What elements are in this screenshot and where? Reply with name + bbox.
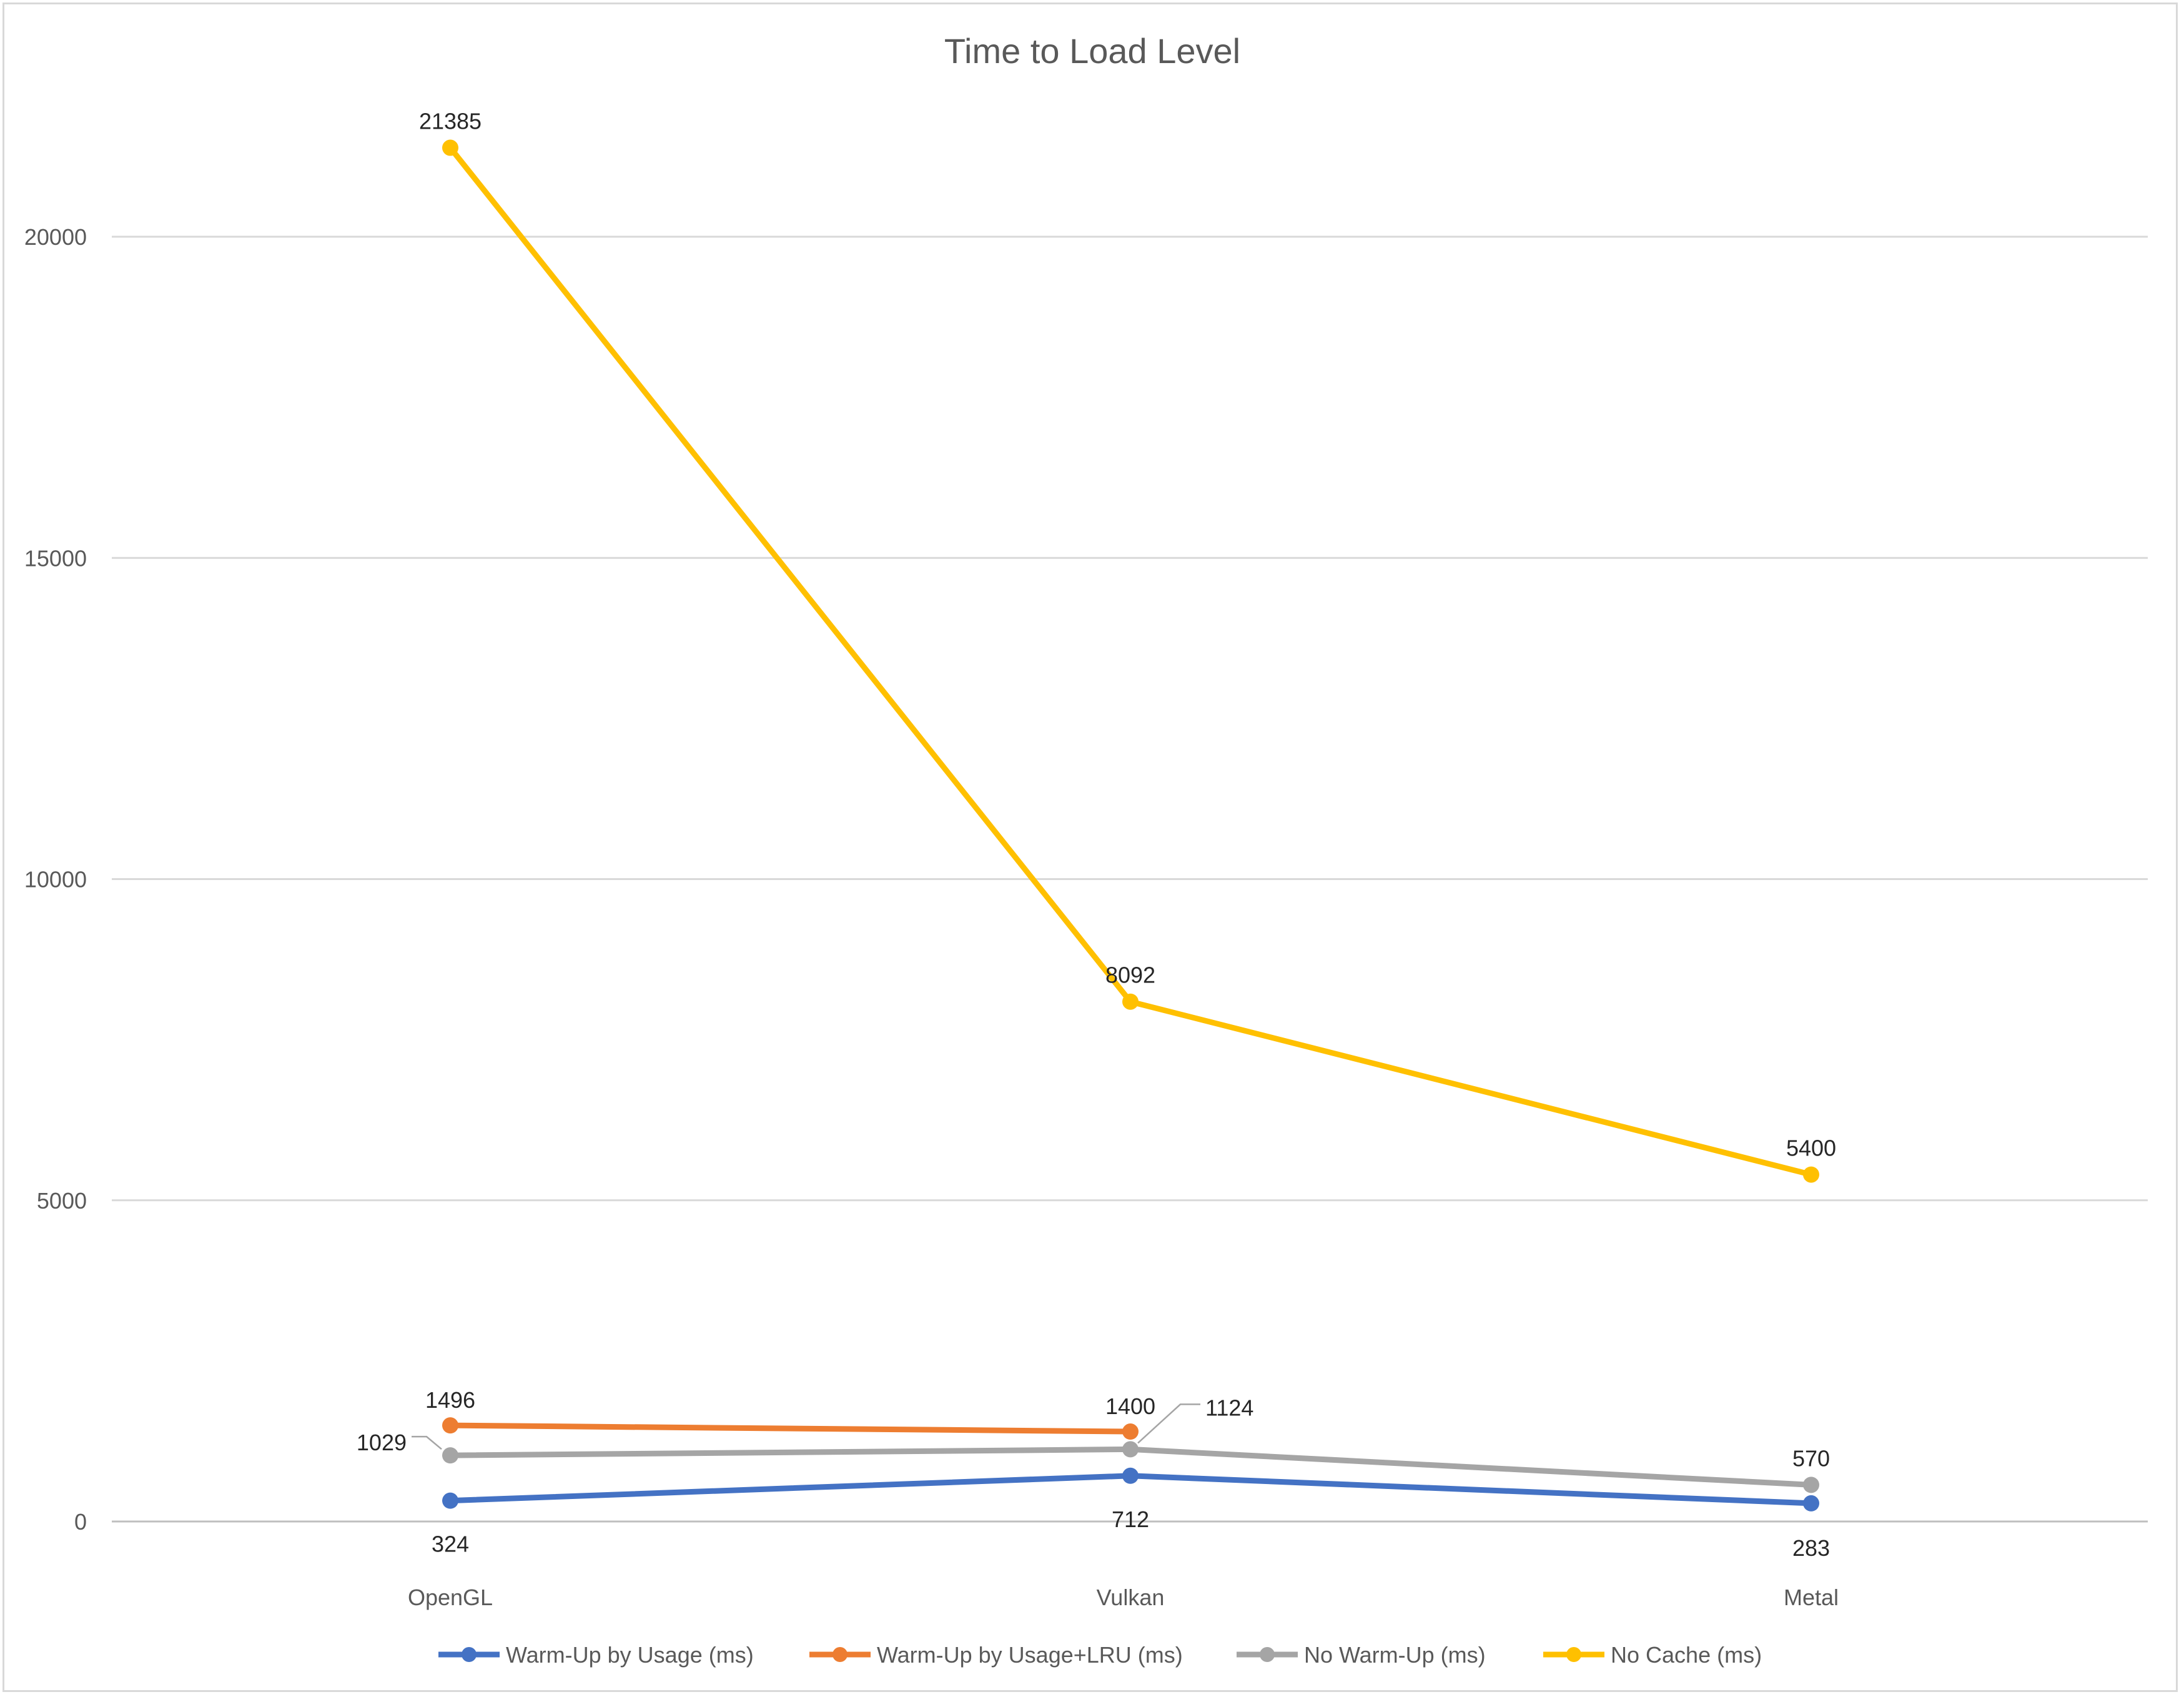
data-label: 324 xyxy=(432,1531,469,1557)
data-point xyxy=(1122,1441,1139,1458)
data-label: 712 xyxy=(1112,1507,1149,1532)
data-label: 1124 xyxy=(1205,1395,1253,1420)
label-leader-line xyxy=(412,1435,442,1450)
series-line-warm-up-by-usage-lru-ms xyxy=(450,1422,1131,1435)
y-tick-label: 20000 xyxy=(24,224,87,250)
y-tick-label: 10000 xyxy=(24,867,87,893)
data-point xyxy=(1803,1477,1819,1493)
y-tick-label: 15000 xyxy=(24,545,87,571)
data-point xyxy=(442,1447,458,1464)
legend-item-no-cache-ms: No Cache (ms) xyxy=(1611,1642,1762,1668)
legend-swatch-marker xyxy=(833,1647,847,1662)
x-tick-label: OpenGL xyxy=(408,1585,493,1610)
data-label: 1496 xyxy=(425,1387,475,1413)
y-tick-label: 5000 xyxy=(37,1188,87,1214)
data-label: 8092 xyxy=(1105,962,1155,988)
legend-item-no-warm-up-ms: No Warm-Up (ms) xyxy=(1304,1642,1486,1668)
legend-swatch-marker xyxy=(1566,1647,1581,1662)
data-point xyxy=(442,139,458,156)
data-point xyxy=(442,1492,458,1509)
data-point xyxy=(1803,1166,1819,1183)
x-tick-label: Metal xyxy=(1784,1585,1839,1610)
data-label: 1029 xyxy=(357,1430,407,1455)
legend-swatch-marker xyxy=(462,1647,477,1662)
data-label: 283 xyxy=(1792,1535,1830,1561)
data-point xyxy=(442,1417,458,1434)
data-label: 570 xyxy=(1792,1445,1830,1471)
data-point xyxy=(1122,993,1139,1010)
data-label: 21385 xyxy=(419,109,482,134)
series-line-no-cache-ms xyxy=(448,146,1812,1177)
x-tick-label: Vulkan xyxy=(1097,1585,1165,1610)
y-tick-label: 0 xyxy=(74,1509,87,1535)
line-chart: Time to Load Level 0 5000 10000 15000 20000 O… xyxy=(24,31,2148,1668)
data-label: 5400 xyxy=(1786,1135,1836,1161)
legend-item-warm-up-by-usage-ms: Warm-Up by Usage (ms) xyxy=(506,1642,754,1668)
legend-swatch-marker xyxy=(1260,1647,1275,1662)
label-leader-line xyxy=(1137,1403,1200,1444)
data-label: 1400 xyxy=(1105,1393,1155,1419)
data-point xyxy=(1122,1423,1139,1440)
data-point xyxy=(1803,1495,1819,1511)
chart-title: Time to Load Level xyxy=(944,31,1240,71)
legend-item-warm-up-by-usage-lru-ms: Warm-Up by Usage+LRU (ms) xyxy=(877,1642,1183,1668)
data-point xyxy=(1122,1467,1139,1484)
